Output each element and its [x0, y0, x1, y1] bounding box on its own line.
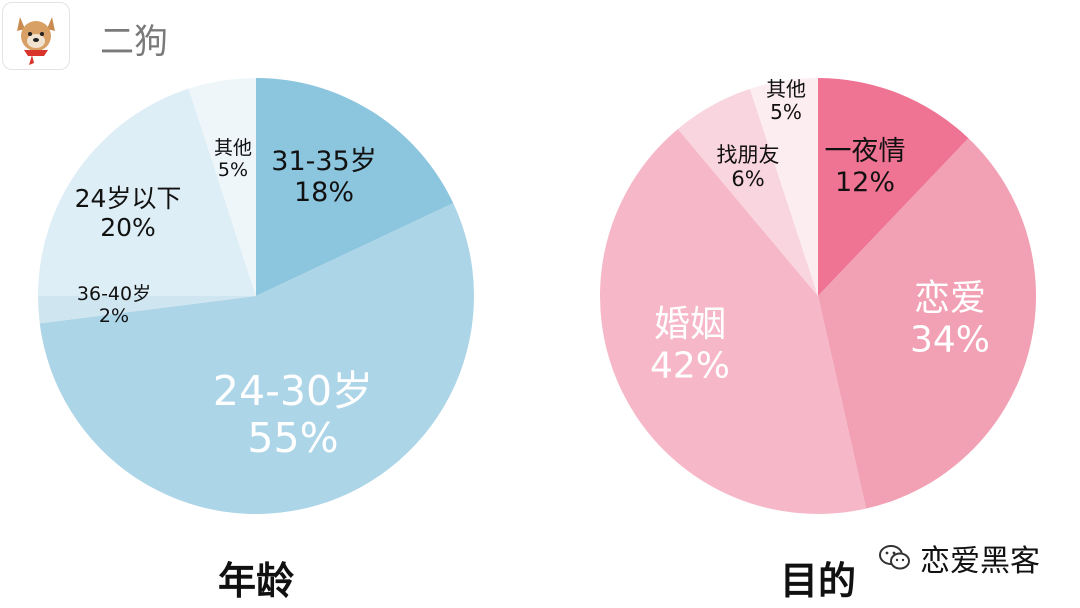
age-chart-title: 年龄 — [217, 559, 294, 603]
age-slice-3 — [38, 88, 256, 296]
wechat-icon — [879, 545, 910, 570]
purpose-slice-1 — [818, 138, 1036, 509]
purpose-slice-name-2: 婚姻 — [654, 304, 726, 345]
age-pie-chart: 31-35岁 18% 24-30岁 55% 36-40岁 2% 24岁以下 20% 其他 5% — [38, 78, 475, 515]
purpose-slice-label-2: 婚姻 42% — [650, 304, 730, 386]
purpose-slice-label-1: 恋爱 34% — [910, 278, 990, 360]
age-slice-value-2: 2% — [99, 305, 129, 327]
age-slice-name-3: 24岁以下 — [75, 184, 182, 213]
age-slice-label-2: 36-40岁 2% — [77, 283, 151, 327]
purpose-slice-value-2: 42% — [650, 345, 730, 386]
age-slice-2 — [38, 296, 256, 324]
age-slice-name-4: 其他 — [214, 137, 252, 159]
avatar[interactable] — [2, 2, 70, 70]
watermark: 恋爱黑客 — [878, 536, 1040, 580]
purpose-slice-label-0: 一夜情 12% — [825, 136, 906, 198]
purpose-slice-name-3: 找朋友 — [717, 143, 780, 167]
purpose-slice-4 — [749, 78, 818, 296]
age-slice-name-1: 24-30岁 — [213, 367, 373, 415]
age-slice-label-3: 24岁以下 20% — [75, 184, 182, 242]
purpose-slice-value-4: 5% — [770, 100, 802, 124]
purpose-slice-label-3: 找朋友 6% — [717, 143, 780, 191]
age-slice-label-0: 31-35岁 18% — [271, 146, 376, 208]
age-slice-value-4: 5% — [218, 159, 248, 181]
age-slice-value-3: 20% — [100, 213, 156, 242]
age-slice-value-0: 18% — [294, 177, 354, 208]
age-slice-4 — [188, 78, 256, 296]
purpose-chart-title: 目的 — [779, 559, 856, 603]
purpose-slice-name-0: 一夜情 — [825, 136, 906, 167]
purpose-slice-value-3: 6% — [731, 167, 764, 191]
purpose-slice-label-4: 其他 5% — [766, 77, 806, 124]
purpose-slice-name-1: 恋爱 — [914, 278, 986, 319]
age-slice-name-0: 31-35岁 — [271, 146, 376, 177]
purpose-slice-2 — [600, 129, 867, 514]
purpose-slice-3 — [677, 88, 818, 297]
age-slice-0 — [256, 78, 454, 296]
dog-avatar-icon — [17, 17, 55, 65]
age-slice-label-4: 其他 5% — [214, 137, 252, 181]
age-slice-label-1: 24-30岁 55% — [213, 367, 373, 462]
purpose-pie-chart: 一夜情 12% 恋爱 34% 婚姻 42% 找朋友 6% 其他 5% — [600, 77, 1036, 514]
age-slice-1 — [39, 203, 475, 515]
purpose-slice-0 — [818, 78, 969, 296]
age-slice-value-1: 55% — [247, 414, 338, 462]
age-slice-name-2: 36-40岁 — [77, 283, 151, 305]
purpose-slice-value-1: 34% — [910, 319, 990, 360]
purpose-slice-name-4: 其他 — [766, 77, 806, 101]
watermark-text: 恋爱黑客 — [920, 544, 1040, 579]
purpose-slice-value-0: 12% — [835, 167, 895, 198]
username: 二狗 — [100, 22, 168, 62]
